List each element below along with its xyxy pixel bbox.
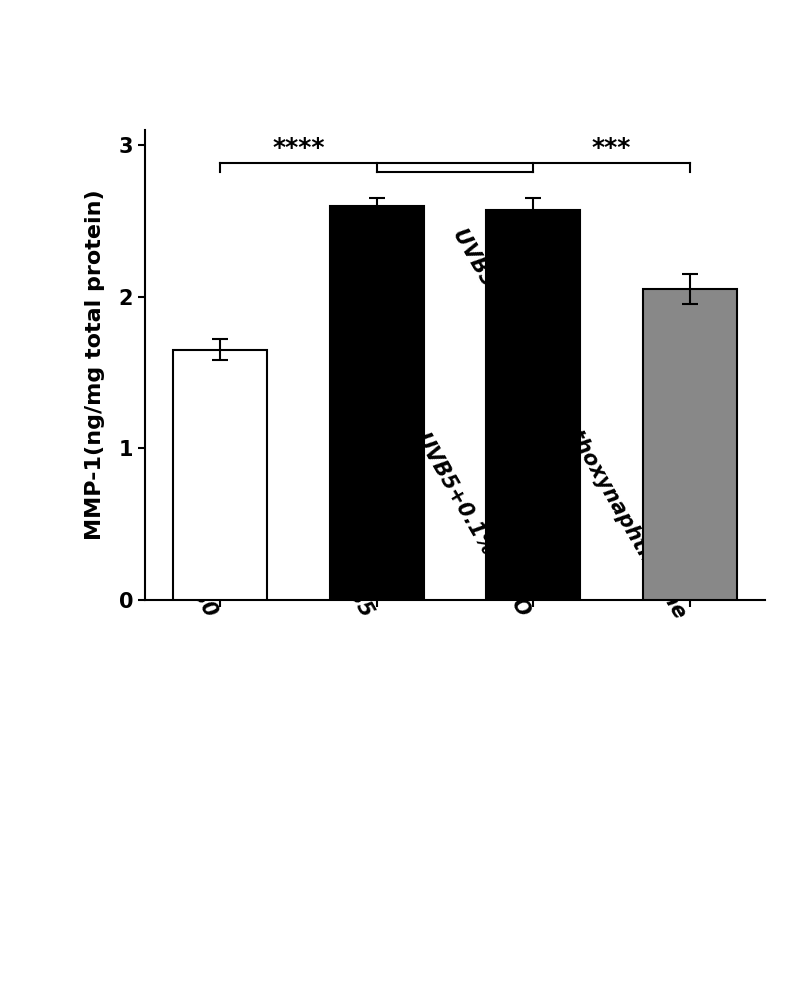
Text: ***: *** [592,136,631,160]
Bar [173,350,267,600]
Bar [329,206,423,600]
Bar [642,289,737,600]
Bar [486,210,580,600]
Text: ****: **** [272,136,324,160]
Y-axis label: MMP-1(ng/mg total protein): MMP-1(ng/mg total protein) [85,190,105,540]
